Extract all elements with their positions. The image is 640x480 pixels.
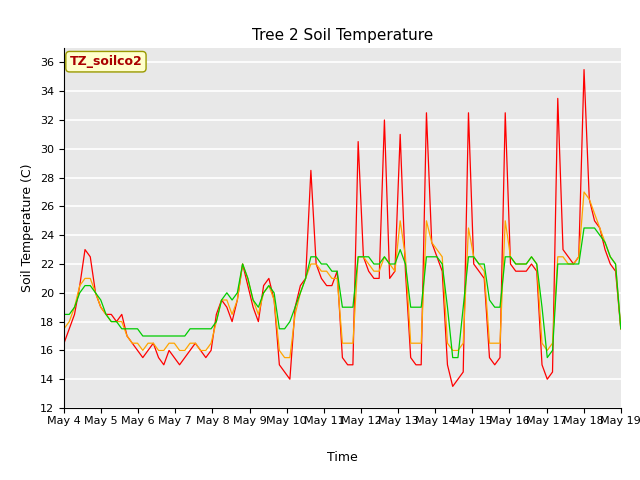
Tree2 -4cm (486, 340, 493, 346)
Tree2 -8cm (60, 312, 68, 317)
Tree2 -4cm (591, 211, 598, 216)
Tree2 -4cm (580, 189, 588, 195)
Tree2 -4cm (281, 355, 289, 360)
Tree2 -2cm (559, 247, 567, 252)
Tree2 -2cm (460, 369, 467, 375)
Title: Tree 2 Soil Temperature: Tree 2 Soil Temperature (252, 28, 433, 43)
Tree2 -8cm (228, 297, 236, 303)
Y-axis label: Soil Temperature (C): Soil Temperature (C) (22, 164, 35, 292)
Tree2 -2cm (591, 218, 598, 224)
Tree2 -8cm (617, 326, 625, 332)
Line: Tree2 -8cm: Tree2 -8cm (64, 228, 621, 358)
Tree2 -2cm (228, 319, 236, 324)
Tree2 -4cm (617, 326, 625, 332)
Text: TZ_soilco2: TZ_soilco2 (70, 55, 142, 68)
Tree2 -2cm (486, 355, 493, 360)
Tree2 -8cm (512, 261, 520, 267)
Tree2 -4cm (559, 254, 567, 260)
Tree2 -4cm (60, 326, 68, 332)
Tree2 -8cm (460, 304, 467, 310)
Tree2 -8cm (591, 225, 598, 231)
Line: Tree2 -2cm: Tree2 -2cm (64, 70, 621, 386)
Tree2 -4cm (228, 312, 236, 317)
Tree2 -4cm (512, 261, 520, 267)
Tree2 -2cm (512, 268, 520, 274)
Tree2 -2cm (617, 326, 625, 332)
Tree2 -8cm (559, 261, 567, 267)
Tree2 -2cm (580, 67, 588, 72)
Tree2 -2cm (449, 384, 456, 389)
Tree2 -2cm (60, 340, 68, 346)
Tree2 -8cm (580, 225, 588, 231)
Tree2 -4cm (460, 340, 467, 346)
Line: Tree2 -4cm: Tree2 -4cm (64, 192, 621, 358)
X-axis label: Time: Time (327, 451, 358, 464)
Tree2 -8cm (449, 355, 456, 360)
Tree2 -8cm (486, 297, 493, 303)
